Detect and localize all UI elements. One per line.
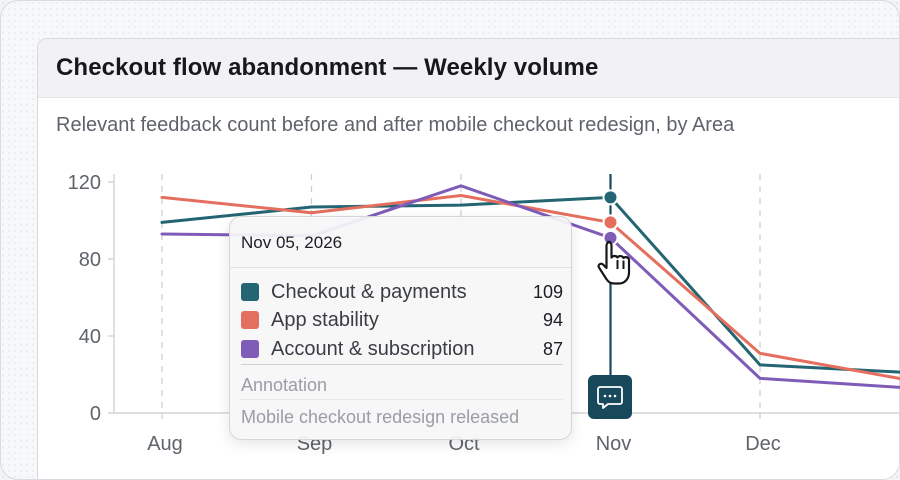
y-tick-label: 40	[79, 326, 101, 348]
tooltip-series-label: Checkout & payments	[271, 280, 467, 303]
tooltip-annotation-label: Annotation	[241, 375, 328, 395]
tooltip-series-label: App stability	[271, 308, 379, 331]
data-point-highlight	[602, 214, 619, 231]
chart-tooltip: Nov 05, 2026 Checkout & payments 109 App…	[229, 216, 572, 440]
tooltip-row-checkout: Checkout & payments 109	[241, 280, 563, 304]
tooltip-annotation-text: Mobile checkout redesign released	[241, 407, 520, 427]
tooltip-row-account: Account & subscription 87	[241, 337, 563, 361]
x-tick-label: Aug	[147, 433, 183, 455]
y-tick-label: 120	[68, 172, 101, 194]
x-tick-label: Dec	[745, 433, 781, 455]
series-line	[160, 193, 900, 381]
tooltip-series-value: 109	[532, 281, 563, 302]
chart-title: Checkout flow abandonment — Weekly volum…	[56, 54, 599, 81]
data-point-highlight	[602, 229, 619, 246]
chart-subtitle: Relevant feedback count before and after…	[56, 114, 735, 136]
tooltip-series-label: Account & subscription	[271, 337, 475, 360]
y-tick-label: 80	[79, 249, 101, 271]
tooltip-series-value: 87	[542, 338, 563, 359]
legend-swatch	[241, 283, 259, 301]
legend-swatch	[241, 311, 259, 329]
data-point-highlight	[602, 189, 619, 206]
tooltip-series-value: 94	[542, 309, 563, 330]
y-tick-label: 0	[90, 403, 101, 425]
x-tick-label: Nov	[596, 433, 632, 455]
tooltip-annotation-divider	[241, 364, 563, 365]
tooltip-date: Nov 05, 2026	[241, 233, 343, 252]
legend-swatch	[241, 340, 259, 358]
card-header: Checkout flow abandonment — Weekly volum…	[38, 39, 899, 98]
tooltip-annotation-separator	[241, 399, 563, 400]
tooltip-header-divider	[230, 267, 571, 268]
tooltip-row-app-stability: App stability 94	[241, 308, 563, 332]
